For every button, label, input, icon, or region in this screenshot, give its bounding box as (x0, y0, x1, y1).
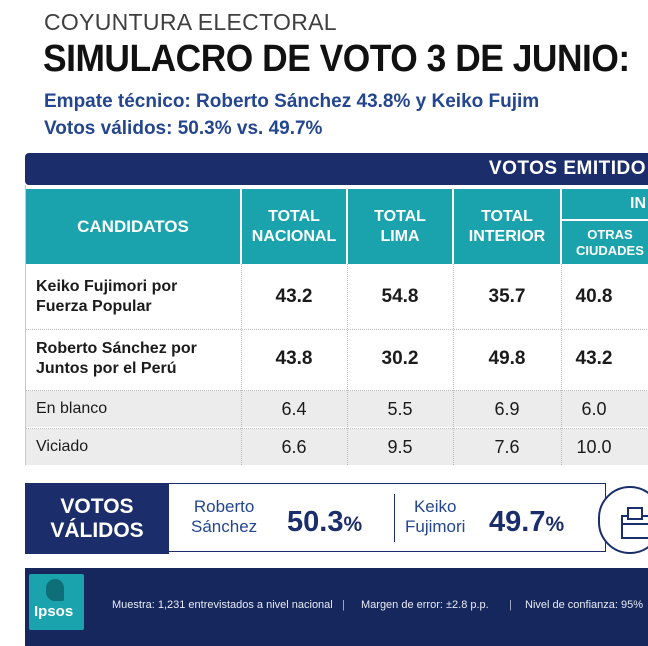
pct-unit: % (343, 513, 363, 536)
valid-votes-panel: VOTOS VÁLIDOS Roberto Sánchez 50.3% Keik… (25, 483, 648, 554)
valid-votes-label-line: VÁLIDOS (50, 518, 144, 542)
ipsos-logo: Ipsos (29, 574, 84, 630)
row-candidate: Viciado (36, 438, 89, 455)
brand-name: Ipsos (34, 603, 74, 620)
cell-value: 10.0 (576, 436, 612, 457)
cell-value: 40.8 (575, 286, 613, 307)
cell-value: 30.2 (381, 348, 419, 369)
kicker: COYUNTURA ELECTORAL (44, 9, 337, 35)
row-name-line: Juntos por el Perú (36, 360, 177, 377)
row-name-line: Keiko Fujimori por (36, 278, 178, 295)
candidate-name-line: Keiko (413, 497, 457, 516)
ipsos-logo-glyph (46, 579, 64, 601)
row-divider (26, 390, 648, 391)
column-divider (453, 264, 454, 465)
header-otras-ciudades: OTRAS CIUDADES (562, 221, 648, 264)
pct-value: 50.3 (287, 506, 344, 538)
footer-separator: | (509, 599, 512, 611)
candidate-name-sanchez: Roberto Sánchez (191, 497, 257, 537)
header-line: INTERIOR (468, 227, 546, 245)
header-line: TOTAL (481, 207, 533, 225)
table-row: Roberto Sánchez por Juntos por el Perú 43… (26, 329, 648, 389)
valid-pct-sanchez: 50.3% (287, 506, 362, 539)
header-line: NACIONAL (251, 227, 337, 245)
row-candidate: Roberto Sánchez por Juntos por el Perú (36, 329, 197, 389)
pct-unit: % (545, 513, 565, 536)
results-table: CANDIDATOS TOTAL NACIONAL TOTAL LIMA TOTAL… (25, 185, 648, 465)
cell-value: 54.8 (381, 286, 419, 307)
pct-value: 49.7 (489, 506, 546, 538)
row-name-line: Roberto Sánchez por (36, 340, 197, 357)
cell-value: 6.6 (281, 436, 307, 457)
cell-value: 43.8 (275, 348, 313, 369)
footer-separator: | (342, 599, 345, 611)
table-row: Viciado 6.6 9.5 7.6 10.0 (26, 429, 648, 465)
header-line: TOTAL (374, 207, 426, 225)
cell-value: 49.8 (488, 348, 526, 369)
cell-value: 43.2 (275, 286, 313, 307)
row-name-line: Fuerza Popular (36, 298, 152, 315)
page-title: SIMULACRO DE VOTO 3 DE JUNIO: (43, 38, 630, 80)
footer: Ipsos Muestra: 1,231 entrevistados a niv… (25, 568, 648, 646)
valid-votes-label-line: VOTOS (60, 494, 134, 518)
subtitle: Empate técnico: Roberto Sánchez 43.8% y … (44, 91, 540, 112)
header-total-lima: TOTAL LIMA (348, 189, 452, 264)
column-divider (347, 264, 348, 465)
footer-confidence: Nivel de confianza: 95% (525, 599, 644, 611)
candidate-name-line: Sánchez (191, 517, 258, 536)
row-candidate: Keiko Fujimori por Fuerza Popular (36, 265, 177, 329)
table-row: En blanco 6.4 5.5 6.9 6.0 (26, 391, 648, 427)
valid-votes-divider (394, 494, 395, 542)
header-line: TOTAL (268, 207, 320, 225)
valid-votes-box: Roberto Sánchez 50.3% Keiko Fujimori 49.… (169, 483, 606, 552)
column-divider (241, 264, 242, 465)
column-divider (561, 264, 562, 465)
candidate-name-line: Fujimori (405, 517, 466, 536)
header-interior-group: IN (562, 189, 648, 219)
cell-value: 9.5 (387, 436, 413, 457)
cell-value: 5.5 (387, 398, 413, 419)
ballot-box-icon (598, 486, 648, 554)
row-divider (26, 428, 648, 429)
cell-value: 7.6 (494, 436, 520, 457)
cell-value: 6.9 (494, 398, 520, 419)
footer-margin: Margen de error: ±2.8 p.p. (361, 599, 489, 611)
header-total-nacional: TOTAL NACIONAL (242, 189, 346, 264)
header-line: LIMA (380, 227, 420, 245)
votes-band: VOTOS EMITIDO (25, 153, 648, 185)
candidate-name-line: Roberto (193, 497, 255, 516)
header-candidates: CANDIDATOS (26, 189, 240, 264)
candidate-name-fujimori: Keiko Fujimori (405, 497, 465, 537)
header-line: OTRAS (587, 226, 633, 242)
row-divider (26, 329, 648, 330)
cell-value: 6.0 (581, 398, 607, 419)
subtitle-valid-votes: Votos válidos: 50.3% vs. 49.7% (44, 118, 323, 139)
valid-pct-fujimori: 49.7% (489, 506, 564, 539)
footer-sample: Muestra: 1,231 entrevistados a nivel nac… (112, 599, 333, 611)
band-label: VOTOS EMITIDO (488, 158, 646, 179)
valid-votes-label: VOTOS VÁLIDOS (25, 483, 169, 554)
header-line: CIUDADES (576, 242, 644, 258)
cell-value: 43.2 (575, 348, 613, 369)
header-total-interior: TOTAL INTERIOR (454, 189, 560, 264)
cell-value: 35.7 (488, 286, 526, 307)
cell-value: 6.4 (281, 398, 307, 419)
table-row: Keiko Fujimori por Fuerza Popular 43.2 54… (26, 265, 648, 329)
row-candidate: En blanco (36, 400, 108, 417)
